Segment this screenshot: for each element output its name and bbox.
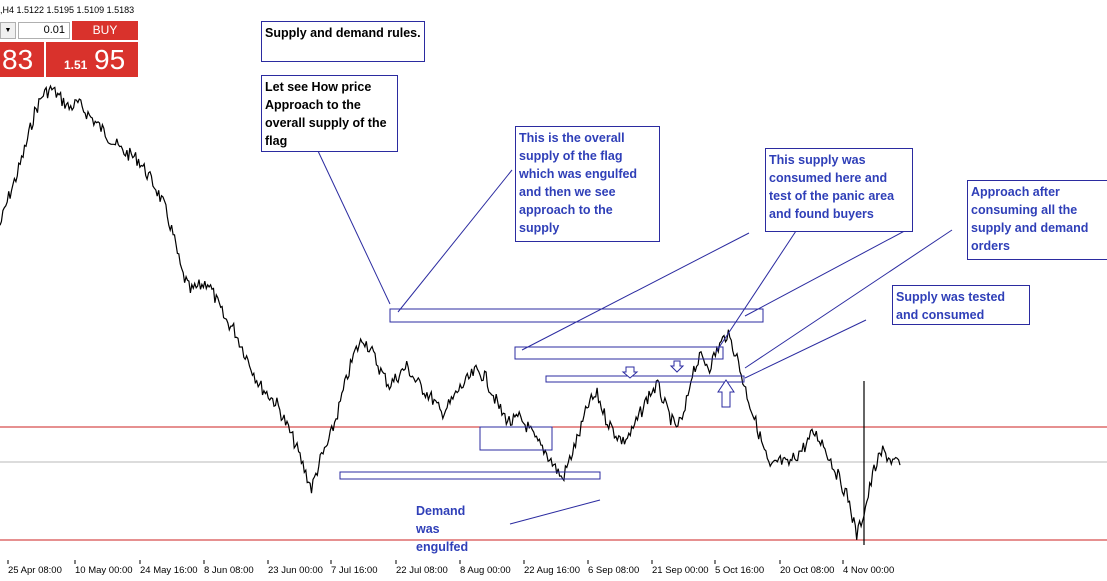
x-tick-label: 23 Jun 00:00 bbox=[268, 565, 323, 576]
lot-size-input[interactable]: 0.01 bbox=[18, 22, 70, 39]
symbol-header: ,H4 1.5122 1.5195 1.5109 1.5183 bbox=[0, 5, 135, 15]
leader-line bbox=[744, 229, 953, 369]
leader-line bbox=[715, 230, 797, 353]
annotation-supply-tested: Supply was tested and consumed bbox=[892, 285, 1030, 325]
x-tick-label: 7 Jul 16:00 bbox=[331, 565, 377, 576]
x-tick-label: 22 Jul 08:00 bbox=[396, 565, 448, 576]
down-arrow-icon bbox=[621, 366, 639, 379]
leader-line bbox=[317, 150, 391, 305]
up-arrow-icon bbox=[717, 379, 735, 408]
x-tick-label: 25 Apr 08:00 bbox=[8, 565, 62, 576]
x-tick-label: 22 Aug 16:00 bbox=[524, 565, 580, 576]
x-tick-label: 8 Aug 00:00 bbox=[460, 565, 511, 576]
buy-price-button[interactable]: 1.51 95 bbox=[46, 42, 138, 77]
supply-zone-low bbox=[545, 375, 745, 383]
buy-button[interactable]: BUY bbox=[72, 21, 138, 40]
down-arrow-icon bbox=[669, 360, 685, 373]
price-line bbox=[0, 84, 901, 540]
buy-price-pips: 95 bbox=[94, 44, 126, 75]
annotation-demand-engulfed: Demand was engulfed bbox=[416, 504, 469, 554]
annotation-rules: Supply and demand rules. bbox=[261, 21, 425, 62]
x-tick-label: 21 Sep 00:00 bbox=[652, 565, 709, 576]
leader-line bbox=[744, 226, 913, 317]
supply-zone-mid bbox=[514, 346, 724, 360]
x-axis: 25 Apr 08:00 10 May 00:00 24 May 16:00 8 Ju… bbox=[7, 560, 894, 576]
one-click-trading-panel: ▼ 0.01 BUY 83 1.51 95 bbox=[0, 21, 138, 77]
x-tick-label: 6 Sep 08:00 bbox=[588, 565, 639, 576]
annotation-overall-supply: This is the overall supply of the flag w… bbox=[515, 126, 660, 242]
x-tick-label: 5 Oct 16:00 bbox=[715, 565, 764, 576]
leader-line bbox=[744, 319, 867, 379]
supply-zone-flag bbox=[389, 308, 764, 323]
buy-price-prefix: 1.51 bbox=[64, 58, 88, 72]
annotation-approach-flag: Let see How price Approach to the overal… bbox=[261, 75, 398, 152]
x-tick-label: 20 Oct 08:00 bbox=[780, 565, 834, 576]
leader-line bbox=[521, 232, 750, 351]
x-tick-label: 4 Nov 00:00 bbox=[843, 565, 894, 576]
leader-line bbox=[397, 169, 513, 313]
leader-line bbox=[509, 499, 601, 525]
x-tick-label: 24 May 16:00 bbox=[140, 565, 198, 576]
annotation-supply-consumed: This supply was consumed here and test o… bbox=[765, 148, 913, 232]
x-tick-label: 10 May 00:00 bbox=[75, 565, 133, 576]
x-tick-label: 8 Jun 08:00 bbox=[204, 565, 254, 576]
lot-spinner-icon[interactable]: ▼ bbox=[0, 22, 16, 39]
demand-zone-engulfed bbox=[339, 471, 601, 480]
price-series bbox=[0, 84, 901, 545]
annotation-approach-after: Approach after consuming all the supply … bbox=[967, 180, 1107, 260]
sell-price-button[interactable]: 83 bbox=[0, 42, 44, 77]
demand-zone-small bbox=[479, 426, 553, 451]
